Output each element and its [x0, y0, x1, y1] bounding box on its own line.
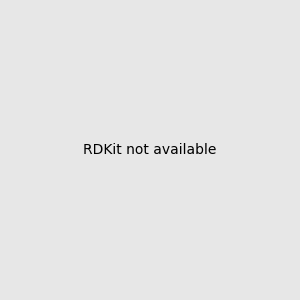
Text: RDKit not available: RDKit not available: [83, 143, 217, 157]
